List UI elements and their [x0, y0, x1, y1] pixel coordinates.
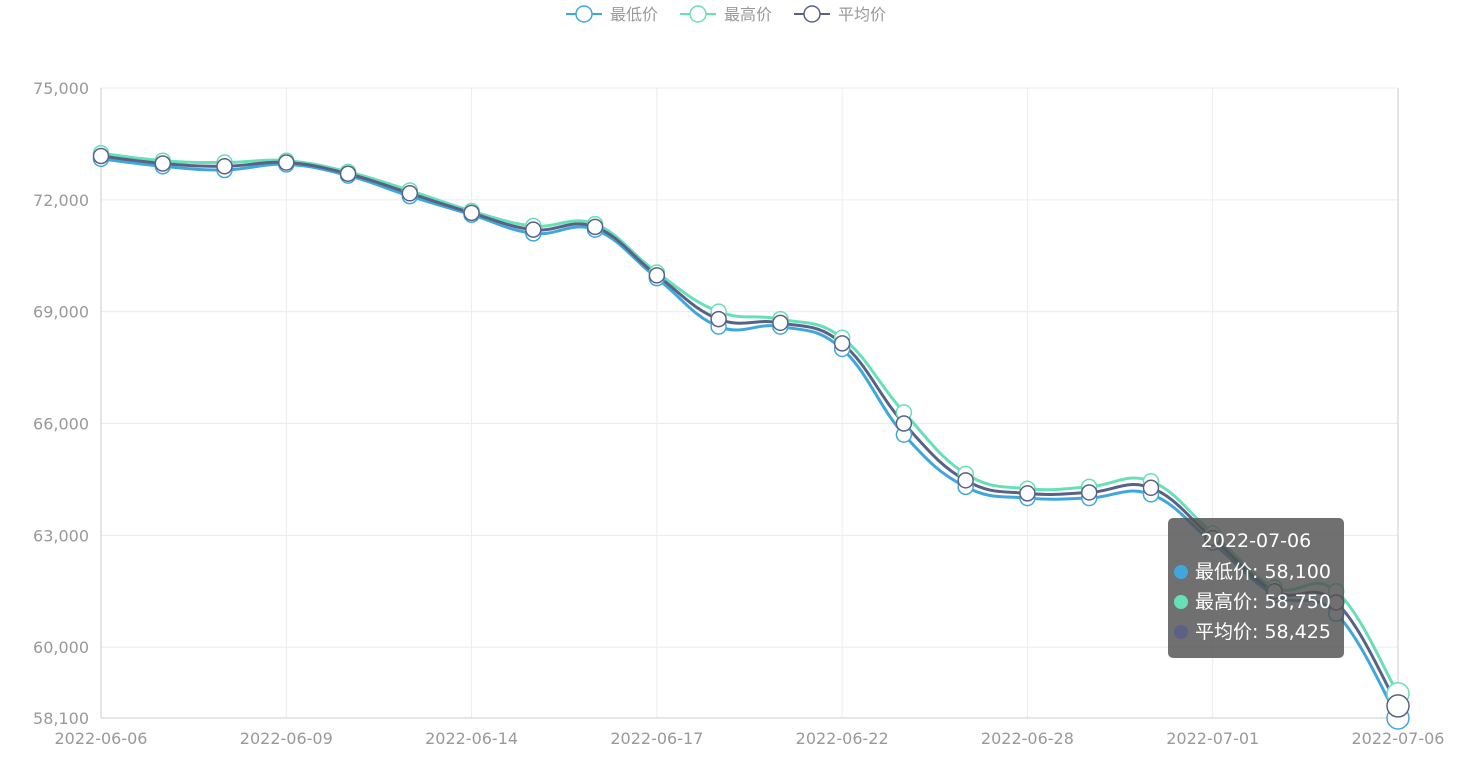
chart-tooltip: 2022-07-06 最低价: 58,100 最高价: 58,750 平均价: …	[1168, 518, 1344, 658]
legend-circle-icon	[689, 5, 707, 23]
data-point-avg	[648, 267, 666, 284]
data-point-avg	[525, 221, 542, 238]
data-point-avg	[463, 204, 480, 222]
legend-item-avg[interactable]: 平均价	[794, 5, 886, 24]
data-point-avg	[401, 185, 419, 202]
data-point-avg	[895, 415, 913, 432]
data-point-avg	[957, 472, 974, 489]
y-tick-label: 66,000	[33, 415, 89, 434]
data-point-avg	[216, 158, 233, 175]
y-tick-label: 58,100	[33, 709, 89, 728]
x-tick-label: 2022-06-28	[981, 729, 1074, 748]
x-tick-label: 2022-06-14	[425, 729, 518, 748]
legend-item-max[interactable]: 最高价	[680, 5, 772, 24]
x-tick-label: 2022-06-17	[610, 729, 703, 748]
tooltip-title: 2022-07-06	[1200, 530, 1312, 552]
legend-label: 平均价	[838, 5, 886, 24]
tooltip-dot-avg	[1174, 625, 1188, 639]
tooltip-row-avg: 平均价: 58,425	[1174, 617, 1338, 647]
legend-label: 最低价	[610, 5, 658, 24]
tooltip-value-min: 58,100	[1264, 561, 1331, 583]
tooltip-value-max: 58,750	[1264, 591, 1331, 613]
tooltip-dot-min	[1174, 565, 1188, 579]
tooltip-value-avg: 58,425	[1264, 621, 1331, 643]
legend-item-min[interactable]: 最低价	[566, 5, 658, 24]
x-tick-label: 2022-06-06	[55, 729, 148, 748]
tooltip-row-max: 最高价: 58,750	[1174, 587, 1338, 617]
data-point-avg	[1142, 479, 1160, 497]
tooltip-label-avg: 平均价	[1195, 621, 1253, 643]
x-tick-label: 2022-06-22	[796, 729, 889, 748]
x-tick-label: 2022-07-01	[1166, 729, 1259, 748]
data-point-avg	[154, 155, 172, 172]
y-tick-label: 60,000	[33, 638, 89, 657]
data-point-avg	[1386, 694, 1410, 718]
data-point-avg	[339, 165, 357, 182]
y-tick-label: 75,000	[33, 79, 89, 98]
data-point-avg	[833, 335, 851, 352]
data-point-avg	[1019, 485, 1036, 502]
data-point-avg	[772, 314, 789, 332]
tooltip-dot-max	[1174, 595, 1188, 609]
y-tick-label: 69,000	[33, 303, 89, 322]
data-point-avg	[92, 147, 110, 165]
x-tick-label: 2022-07-06	[1352, 729, 1445, 748]
tooltip-label-min: 最低价	[1195, 561, 1253, 583]
legend-label: 最高价	[724, 5, 772, 24]
y-tick-label: 63,000	[33, 526, 89, 545]
legend-circle-icon	[803, 5, 821, 23]
tooltip-row-min: 最低价: 58,100	[1174, 557, 1338, 587]
y-tick-label: 72,000	[33, 191, 89, 210]
data-point-avg	[278, 154, 295, 171]
legend-circle-icon	[575, 5, 593, 23]
data-point-avg	[1080, 484, 1098, 501]
tooltip-label-max: 最高价	[1195, 591, 1253, 613]
x-tick-label: 2022-06-09	[240, 729, 333, 748]
data-point-avg	[586, 218, 604, 236]
data-point-avg	[710, 310, 727, 328]
